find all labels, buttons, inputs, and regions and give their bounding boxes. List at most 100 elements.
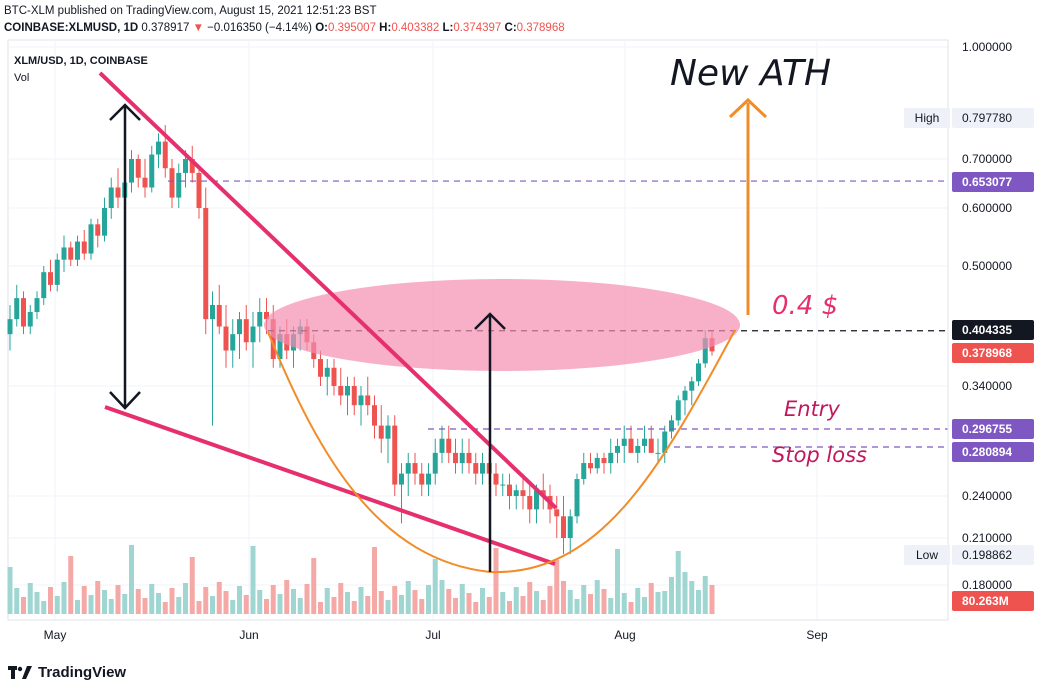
volume-bar: [88, 595, 94, 614]
candle-body: [446, 438, 452, 453]
price-tag-bg: [952, 343, 1034, 363]
candle-body: [554, 509, 560, 517]
candle-body: [115, 187, 121, 198]
legend-vol: Vol: [14, 72, 29, 84]
volume-bar: [54, 596, 60, 614]
price-tag-value: 0.797780: [962, 111, 1012, 125]
price-tag-label: High: [915, 111, 940, 125]
volume-bar: [277, 594, 283, 614]
volume-bar: [412, 590, 418, 614]
candle-body: [432, 452, 438, 474]
volume-bar: [48, 587, 53, 614]
volume-bar: [304, 584, 310, 614]
volume-bar: [513, 587, 519, 614]
volume-bar: [149, 584, 155, 614]
volume-bar: [81, 586, 87, 614]
price-tag-value: 0.378968: [962, 346, 1012, 360]
annotation-entry: Entry: [784, 397, 840, 421]
volume-bar: [14, 588, 20, 614]
volume-bar: [237, 586, 242, 614]
candle-body: [561, 516, 566, 538]
volume-bar: [61, 582, 67, 614]
candle-body: [655, 452, 661, 454]
high-label: H:: [379, 22, 392, 34]
lower-trendline: [104, 405, 556, 566]
volume-bar: [426, 585, 431, 614]
candle-body: [635, 445, 641, 453]
volume-bar: [351, 601, 357, 614]
candle-body: [574, 479, 580, 517]
candle-body: [88, 224, 94, 254]
volume-bar: [183, 583, 188, 614]
volume-bar: [95, 581, 101, 614]
volume-bar: [459, 584, 465, 614]
candle-body: [156, 141, 161, 155]
candle-body: [642, 438, 647, 446]
volume-bar: [432, 559, 438, 614]
candle-body: [61, 247, 67, 260]
candle-body: [399, 473, 404, 485]
candle-body: [95, 224, 101, 236]
price-tick-label: 0.700000: [962, 152, 1012, 166]
candle-body: [264, 311, 269, 320]
volume-bar: [142, 598, 148, 614]
volume-bar: [628, 602, 634, 614]
volume-bar: [331, 597, 337, 614]
volume-bar: [486, 597, 492, 614]
price-tag-value: 0.653077: [962, 175, 1012, 189]
volume-bar: [338, 583, 344, 614]
volume-bar: [392, 586, 398, 614]
time-axis[interactable]: May Jun Jul Aug Sep: [8, 619, 948, 642]
candle-body: [34, 298, 40, 312]
volume-bar: [689, 581, 695, 614]
annotation-stop-loss: Stop loss: [772, 443, 867, 467]
legend-symbol: XLM/USD, 1D, COINBASE: [14, 55, 148, 67]
price-chart[interactable]: New ATH 0.4 $ Entry Stop loss 1.000000 0.700…: [0, 0, 1046, 660]
volume-bar: [203, 587, 209, 614]
price-tick-label: 1.000000: [962, 40, 1012, 54]
price-tag-value: 80.263M: [962, 594, 1009, 608]
volume-bar: [135, 589, 141, 614]
volume-bar: [372, 547, 377, 614]
price-tag-bg: [952, 442, 1034, 462]
volume-bar: [7, 567, 13, 614]
annotation-new-ath: New ATH: [670, 53, 831, 94]
candle-body: [412, 463, 418, 474]
candle-body: [81, 241, 87, 254]
open-value: 0.395007: [328, 22, 376, 34]
volume-bar: [129, 545, 134, 614]
volume-bar: [169, 588, 175, 614]
low-label: L:: [442, 22, 454, 34]
pole-arrow-head-up: [109, 103, 141, 121]
candle-body: [41, 272, 47, 299]
price-tag-bg: [952, 419, 1034, 439]
candle-body: [466, 452, 472, 464]
volume-bar: [493, 548, 499, 614]
candle-body: [601, 457, 607, 464]
candle-body: [453, 452, 458, 464]
candle-body: [68, 247, 74, 260]
tradingview-footer[interactable]: TradingView: [8, 664, 126, 681]
price-tick-label: 0.240000: [962, 489, 1012, 503]
candle-body: [615, 445, 620, 453]
volume-bar: [574, 599, 580, 614]
candle-body: [216, 304, 222, 327]
price-axis[interactable]: 1.000000 0.700000 0.600000 0.500000 0.340000…: [947, 40, 1012, 620]
candle-body: [176, 172, 182, 198]
volume-bar: [378, 591, 384, 614]
candle-body: [405, 463, 411, 474]
candle-body: [527, 496, 533, 510]
candle-body: [588, 463, 593, 469]
close-value: 0.378968: [516, 22, 565, 34]
candle-body: [7, 319, 13, 335]
volume-bar: [210, 596, 215, 614]
symbol-label: COINBASE:XLMUSD, 1D: [4, 22, 139, 34]
volume-bar: [466, 593, 472, 614]
price-tag-value: 0.296755: [962, 422, 1012, 436]
volume-bar: [27, 583, 33, 614]
volume-bar: [709, 585, 715, 614]
tradingview-logo-icon: [8, 665, 32, 679]
volume-bar: [480, 588, 485, 614]
candle-body: [75, 241, 80, 260]
target-arrow-head: [474, 312, 506, 330]
